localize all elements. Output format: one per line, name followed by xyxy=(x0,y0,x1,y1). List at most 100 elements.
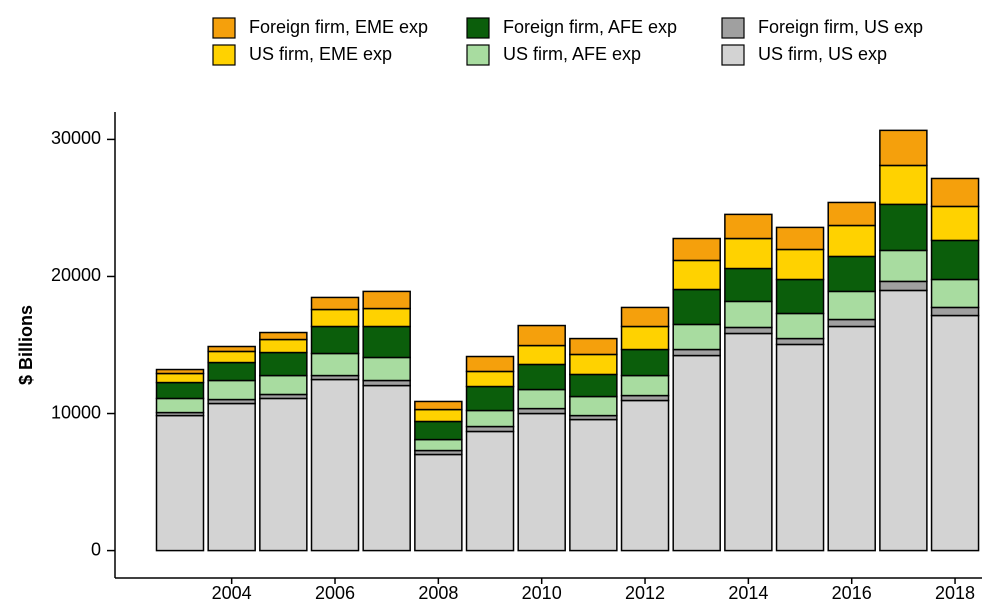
bar-segment xyxy=(672,323,721,351)
bar-segment xyxy=(517,388,566,410)
bar-segment xyxy=(414,453,463,552)
bar-segment xyxy=(879,289,928,552)
x-tick-label: 2006 xyxy=(315,583,355,602)
bar-segment xyxy=(569,373,618,398)
bar-segment xyxy=(724,213,773,240)
x-tick-label: 2018 xyxy=(935,583,975,602)
y-axis-label: $ Billions xyxy=(16,305,36,385)
bar-segment xyxy=(569,337,618,356)
bar-segment xyxy=(569,353,618,376)
bar-segment xyxy=(362,325,411,359)
bar-segment xyxy=(879,164,928,206)
bar-segment xyxy=(827,255,876,293)
legend-swatch xyxy=(466,44,490,66)
bar-segment xyxy=(879,129,928,167)
legend-swatch xyxy=(721,44,745,66)
bar-segment xyxy=(775,343,825,552)
bar-segment xyxy=(569,395,618,417)
bar-segment xyxy=(310,352,360,377)
bar-segment xyxy=(672,288,721,326)
bar-segment xyxy=(569,418,618,552)
bar-segment xyxy=(775,312,825,340)
bar-segment xyxy=(724,267,773,303)
y-tick-label: 0 xyxy=(91,539,101,559)
bar-segment xyxy=(207,379,256,401)
bar-segment xyxy=(362,384,411,552)
bar-segment xyxy=(827,290,876,321)
bar-segment xyxy=(362,379,411,387)
bar-segment xyxy=(879,249,928,283)
bar-segment xyxy=(724,237,773,270)
bar-segment xyxy=(310,378,360,552)
bar-segment xyxy=(930,239,980,281)
bar-segment xyxy=(930,314,980,552)
y-tick-label: 20000 xyxy=(51,265,101,285)
bar-segment xyxy=(259,331,308,341)
bar-segment xyxy=(775,278,825,315)
bar-segment xyxy=(207,402,256,552)
bar-segment xyxy=(155,381,205,400)
bar-segment xyxy=(517,363,566,391)
bar-segment xyxy=(155,414,205,552)
bar-segment xyxy=(827,224,876,258)
bar-segment xyxy=(724,332,773,552)
legend-label: Foreign firm, EME exp xyxy=(249,17,428,37)
bar-segment xyxy=(930,306,980,317)
bar-segment xyxy=(724,300,773,329)
x-tick-label: 2016 xyxy=(832,583,872,602)
bar-segment xyxy=(775,337,825,346)
bar-segment xyxy=(930,205,980,242)
bar-segment xyxy=(465,430,515,552)
bar-segment xyxy=(517,412,566,552)
bar-segment xyxy=(930,177,980,208)
x-tick-label: 2014 xyxy=(728,583,768,602)
bar-segment xyxy=(827,325,876,552)
bar-segment xyxy=(465,385,515,412)
bar-segment xyxy=(620,348,670,377)
legend-swatch xyxy=(212,17,236,39)
bar-segment xyxy=(310,308,360,328)
legend-swatch xyxy=(466,17,490,39)
bar-segment xyxy=(879,280,928,292)
x-tick-label: 2008 xyxy=(418,583,458,602)
bar-segment xyxy=(414,408,463,423)
bar-segment xyxy=(724,326,773,335)
bar-segment xyxy=(259,374,308,396)
x-tick-label: 2004 xyxy=(212,583,252,602)
bar-segment xyxy=(620,374,670,397)
bar-segment xyxy=(259,338,308,354)
bar-segment xyxy=(672,237,721,262)
bar-segment xyxy=(827,201,876,227)
bar-segment xyxy=(155,397,205,414)
bar-segment xyxy=(310,325,360,355)
bar-segment xyxy=(362,307,411,328)
bar-segment xyxy=(465,370,515,388)
bar-segment xyxy=(207,345,256,353)
bar-segment xyxy=(155,368,205,375)
y-tick-label: 10000 xyxy=(51,402,101,422)
legend-swatch xyxy=(721,17,745,39)
bar-segment xyxy=(930,278,980,309)
bar-segment xyxy=(620,306,670,328)
bar-segment xyxy=(517,324,566,347)
bar-segment xyxy=(672,348,721,357)
bar-segment xyxy=(362,290,411,310)
bar-segment xyxy=(259,397,308,552)
bar-segment xyxy=(155,372,205,384)
bar-segment xyxy=(672,259,721,291)
legend-swatch xyxy=(212,44,236,66)
bar-segment xyxy=(465,355,515,373)
legend-label: Foreign firm, AFE exp xyxy=(503,17,677,37)
bar-segment xyxy=(207,350,256,364)
y-tick-label: 30000 xyxy=(51,128,101,148)
bar-segment xyxy=(620,325,670,351)
x-tick-label: 2010 xyxy=(522,583,562,602)
bar-segment xyxy=(879,203,928,252)
bar-segment xyxy=(672,354,721,552)
legend-label: US firm, AFE exp xyxy=(503,44,641,64)
x-tick-label: 2012 xyxy=(625,583,665,602)
bar-segment xyxy=(362,356,411,382)
legend-label: US firm, US exp xyxy=(758,44,887,64)
legend-label: Foreign firm, US exp xyxy=(758,17,923,37)
bar-segment xyxy=(775,226,825,251)
